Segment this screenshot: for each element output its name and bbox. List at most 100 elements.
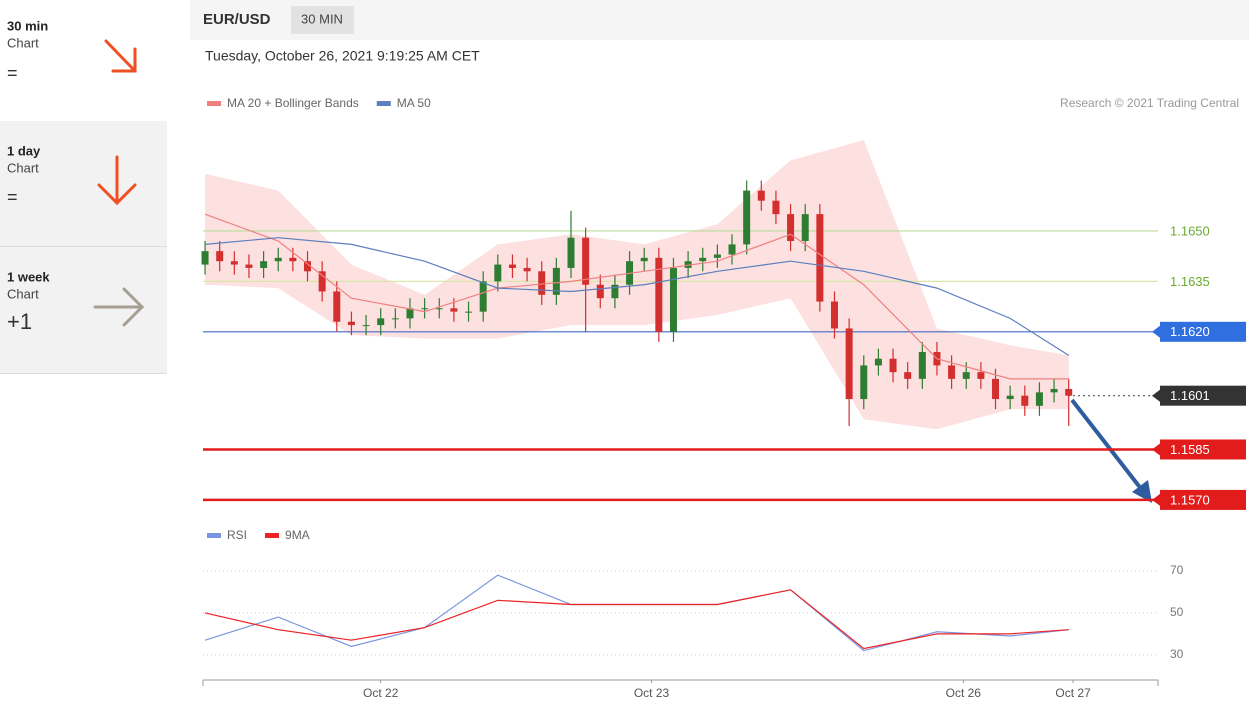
moving-average <box>204 237 1070 356</box>
candle-body <box>494 264 502 282</box>
candle-body <box>304 261 312 272</box>
candle-body <box>889 358 897 373</box>
y-tick-label: 70 <box>1170 563 1184 577</box>
candle-body <box>713 254 721 258</box>
candle-body <box>596 284 604 299</box>
candle-body <box>230 261 238 265</box>
legend-label: MA 50 <box>397 96 431 110</box>
candle-body <box>904 372 912 379</box>
level-box-tip <box>1152 493 1160 506</box>
candle-body <box>948 365 956 379</box>
candle-body <box>845 328 853 400</box>
candle-body <box>1006 395 1014 400</box>
candle-body <box>787 214 795 242</box>
legend-swatch <box>207 101 221 106</box>
candle-body <box>406 308 414 319</box>
candle-body <box>699 257 707 262</box>
level-label: 1.1585 <box>1170 442 1210 457</box>
period: 30 min <box>7 18 48 33</box>
copyright: Research © 2021 Trading Central <box>1060 96 1239 110</box>
signal: = <box>7 187 18 207</box>
x-tick-label: Oct 23 <box>634 686 670 700</box>
legend-swatch <box>265 533 280 538</box>
candle-body <box>567 237 575 268</box>
candle-body <box>743 190 751 245</box>
candle-body <box>201 251 209 265</box>
candle-body <box>860 365 868 400</box>
header-bar <box>190 0 1249 40</box>
candle-body <box>260 261 268 268</box>
legend-label: MA 20 + Bollinger Bands <box>227 96 359 110</box>
candle-body <box>347 321 355 326</box>
candle-body <box>830 301 838 329</box>
trend-arrow <box>97 155 137 206</box>
signal: = <box>7 63 18 83</box>
candle-body <box>552 267 560 295</box>
x-tick-label: Oct 26 <box>946 686 982 700</box>
level-box <box>1160 439 1246 460</box>
period: 1 week <box>7 269 50 284</box>
panel-label: Chart <box>7 160 39 175</box>
candle-body <box>289 257 297 262</box>
interval-badge[interactable] <box>291 6 354 34</box>
level-label: 1.1620 <box>1170 324 1210 339</box>
candle-body <box>962 372 970 379</box>
x-tick-label: Oct 27 <box>1055 686 1091 700</box>
candle-body <box>640 257 648 262</box>
candle-body <box>918 351 926 379</box>
candle-body <box>435 308 443 310</box>
candle-body <box>816 214 824 302</box>
candle-body <box>216 251 224 262</box>
candle-body <box>333 291 341 322</box>
candle-body <box>772 200 780 215</box>
indicator-line <box>204 589 1069 650</box>
candle-body <box>245 264 253 268</box>
symbol: EUR/USD <box>203 11 271 28</box>
signal: +1 <box>7 309 32 334</box>
bollinger-band <box>205 140 1069 430</box>
candle-body <box>757 190 765 201</box>
interval: 30 MIN <box>301 11 343 26</box>
candle-body <box>874 358 882 366</box>
level-box <box>1160 321 1246 342</box>
sidebar-panel[interactable] <box>0 0 167 121</box>
candle-body <box>1050 388 1058 393</box>
sidebar-panel[interactable] <box>0 121 167 246</box>
level-label: 1.1650 <box>1170 223 1210 238</box>
moving-average <box>204 213 1069 380</box>
level-label: 1.1570 <box>1170 492 1210 507</box>
candle-body <box>391 318 399 320</box>
panel-label: Chart <box>7 286 39 301</box>
candle-body <box>655 257 663 332</box>
period: 1 day <box>7 143 41 158</box>
level-label: 1.1601 <box>1170 388 1210 403</box>
level-box <box>1160 385 1246 406</box>
legend-label: 9MA <box>285 528 310 542</box>
candle-body <box>538 271 546 295</box>
candle-body <box>992 378 1000 400</box>
level-label: 1.1635 <box>1170 274 1210 289</box>
level-box-tip <box>1152 389 1160 402</box>
legend-swatch <box>207 533 221 538</box>
candle-body <box>508 264 516 268</box>
candle-body <box>479 281 487 312</box>
candle-body <box>523 267 531 272</box>
trend-arrow <box>104 39 137 73</box>
legend-swatch <box>376 101 391 106</box>
candle-body <box>1065 388 1073 396</box>
level-box-tip <box>1152 443 1160 456</box>
panel-label: Chart <box>7 35 39 50</box>
candle-body <box>465 311 473 313</box>
candle-body <box>377 318 385 326</box>
candle-body <box>1035 392 1043 406</box>
candle-body <box>728 244 736 255</box>
candle-body <box>450 308 458 312</box>
candle-body <box>362 325 370 327</box>
legend-label: RSI <box>227 528 247 542</box>
level-box-tip <box>1152 325 1160 338</box>
trend-arrow <box>93 287 145 327</box>
candle-body <box>611 284 619 299</box>
candle-body <box>801 214 809 242</box>
candle-body <box>1021 395 1029 406</box>
